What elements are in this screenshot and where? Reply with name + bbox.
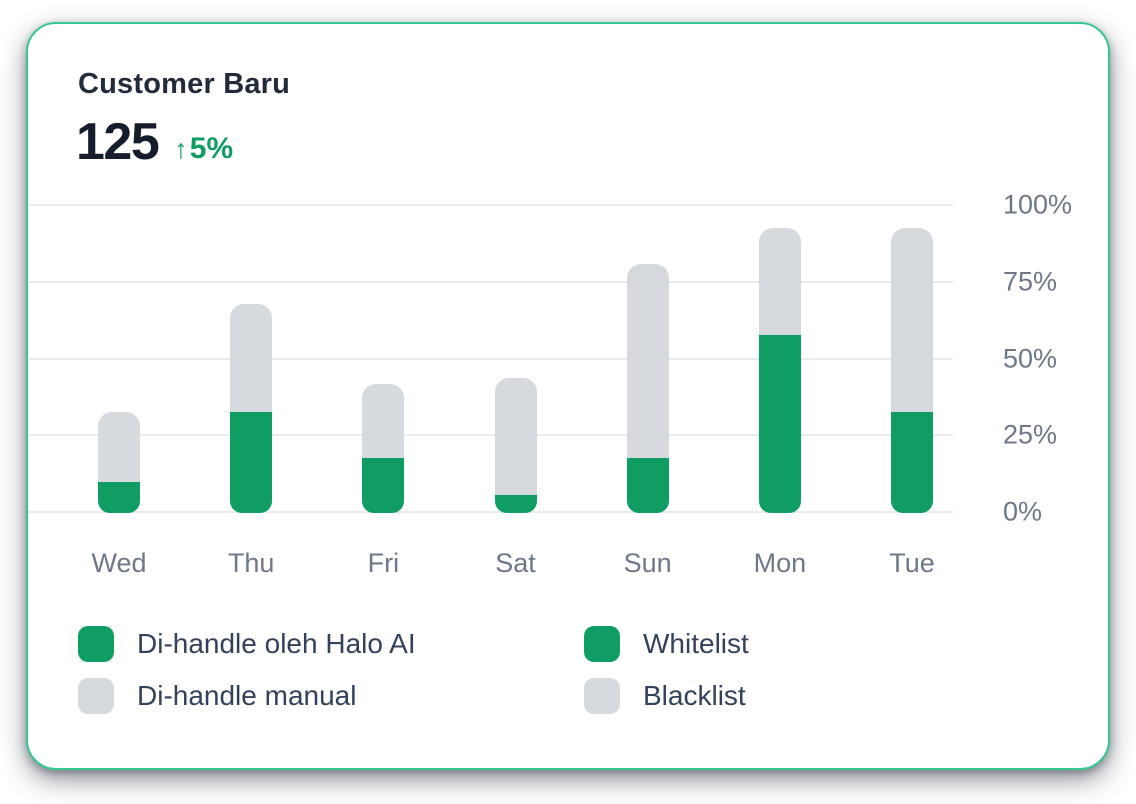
gridline (28, 204, 953, 206)
x-axis-label-sat: Sat (495, 548, 536, 578)
card-title: Customer Baru (78, 68, 291, 100)
bar-group-wed[interactable] (98, 411, 140, 513)
x-axis-label-wed: Wed (91, 548, 147, 578)
y-axis-label: 25% (1003, 419, 1058, 450)
y-axis-label: 75% (1003, 266, 1058, 297)
legend-label: Whitelist (643, 628, 749, 659)
bar-segment-manual[interactable] (494, 377, 537, 495)
gridline (28, 280, 953, 283)
gridline (28, 511, 953, 513)
legend-label: Di-handle manual (137, 680, 357, 711)
x-axis-label-fri: Fri (367, 548, 400, 578)
metric: 125 ↑ 5% (76, 116, 233, 168)
legend-item: Blacklist (584, 678, 749, 714)
gridline (28, 434, 953, 437)
legend-swatch-icon (78, 678, 114, 714)
bar-segment-manual[interactable] (230, 304, 273, 412)
bar-segment-ai[interactable] (230, 411, 273, 513)
bar-segment-ai[interactable] (494, 494, 537, 513)
bar-segment-manual[interactable] (626, 264, 669, 458)
legend: Di-handle oleh Halo AI Whitelist Di-handle… (78, 626, 749, 714)
legend-swatch-icon (78, 626, 114, 662)
customer-baru-card: Customer Baru 125 ↑ 5% 0% 25% 50% 75% 100% W… (26, 22, 1110, 770)
legend-swatch-icon (584, 626, 620, 662)
bar-group-fri[interactable] (362, 384, 405, 513)
legend-item: Whitelist (584, 626, 749, 662)
bar-segment-ai[interactable] (891, 411, 934, 513)
x-axis: Wed Thu Fri Sat Sun Mon Tue (28, 548, 953, 588)
y-axis-label: 0% (1003, 496, 1043, 527)
legend-item: Di-handle manual (78, 678, 584, 714)
bar-group-mon[interactable] (758, 227, 801, 513)
legend-item: Di-handle oleh Halo AI (78, 626, 584, 662)
bar-segment-manual[interactable] (891, 227, 934, 412)
legend-swatch-icon (584, 678, 620, 714)
gridline (28, 357, 953, 360)
x-axis-label-thu: Thu (227, 548, 275, 578)
bar-group-thu[interactable] (230, 304, 273, 513)
bar-segment-manual[interactable] (98, 411, 140, 483)
y-axis-label: 100% (1003, 189, 1073, 220)
bar-segment-manual[interactable] (758, 227, 801, 335)
y-axis-label: 50% (1003, 343, 1058, 373)
bar-group-sat[interactable] (494, 377, 537, 513)
bar-segment-ai[interactable] (758, 334, 801, 513)
trend-up-icon: ↑ (174, 133, 188, 164)
legend-label: Di-handle oleh Halo AI (137, 628, 416, 659)
bar-segment-ai[interactable] (626, 457, 669, 513)
metric-value: 125 (76, 113, 160, 171)
bar-segment-ai[interactable] (362, 457, 405, 513)
bar-segment-manual[interactable] (362, 384, 405, 458)
metric-delta-value: 5% (189, 132, 234, 165)
metric-delta: ↑ 5% (174, 134, 233, 168)
x-axis-label-tue: Tue (889, 548, 935, 578)
bar-segment-ai[interactable] (98, 482, 140, 513)
y-axis: 0% 25% 50% 75% 100% (1003, 190, 1123, 527)
bar-chart-plot (28, 204, 953, 513)
x-axis-label-mon: Mon (753, 548, 807, 578)
legend-label: Blacklist (643, 680, 746, 711)
x-axis-label-sun: Sun (623, 548, 672, 578)
bar-group-tue[interactable] (891, 227, 934, 513)
bar-group-sun[interactable] (626, 264, 669, 513)
